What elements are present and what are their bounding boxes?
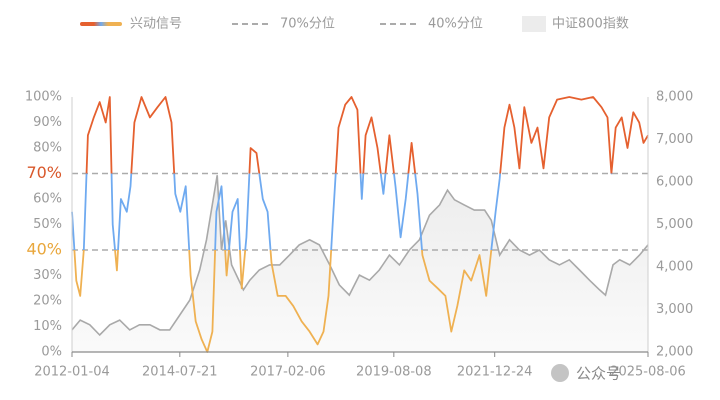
- x-tick-label: 2019-08-08: [356, 365, 432, 380]
- legend: 兴动信号 70%分位 40%分位 中证800指数: [80, 16, 629, 32]
- legend-label: 70%分位: [280, 17, 335, 32]
- y-tick-label: 80%: [33, 141, 62, 156]
- y-tick-label: 10%: [33, 319, 62, 334]
- y-tick-label: 50%: [33, 217, 62, 232]
- y2-tick-label: 5,000: [656, 217, 693, 232]
- index-line: [71, 175, 649, 337]
- x-tick-label: 2014-07-21: [142, 365, 218, 380]
- legend-label: 兴动信号: [130, 17, 182, 32]
- x-tick-label: 2025-08-06: [610, 365, 686, 380]
- y2-tick-label: 4,000: [656, 260, 693, 275]
- x-tick-label: 2012-01-04: [34, 365, 110, 380]
- plot: 0% 10% 20% 30% 40% 50% 60% 70% 80% 90% 100% 2,000 3,…: [25, 90, 693, 380]
- y2-tick-label: 8,000: [656, 90, 693, 105]
- y-tick-label: 60%: [33, 192, 62, 207]
- watermark-icon: [551, 364, 569, 382]
- y-tick-label: 20%: [33, 294, 62, 309]
- legend-icon: [80, 22, 122, 26]
- legend-icon: [522, 16, 546, 32]
- x-tick-label: 2017-02-06: [250, 365, 326, 380]
- legend-label: 40%分位: [428, 17, 483, 32]
- y2-tick-label: 7,000: [656, 132, 693, 147]
- y-tick-label: 0%: [41, 345, 62, 360]
- y-tick-label: 70%: [26, 163, 62, 182]
- watermark: 公众号: [576, 365, 621, 383]
- y2-tick-label: 6,000: [656, 175, 693, 190]
- y2-tick-label: 2,000: [656, 345, 693, 360]
- y2-tick-label: 3,000: [656, 302, 693, 317]
- x-tick-label: 2021-12-24: [457, 365, 533, 380]
- y-tick-label: 90%: [33, 115, 62, 130]
- y-tick-label: 100%: [25, 90, 62, 105]
- y-tick-label: 40%: [26, 240, 62, 259]
- y-tick-label: 30%: [33, 268, 62, 283]
- signal-line: [71, 96, 649, 353]
- legend-label: 中证800指数: [552, 17, 629, 32]
